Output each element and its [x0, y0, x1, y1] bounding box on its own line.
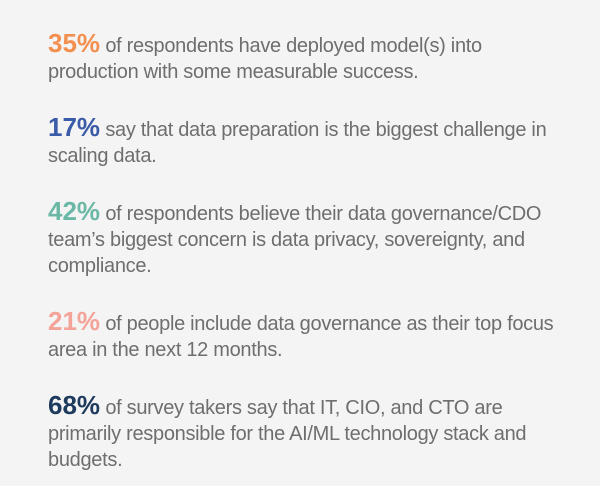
stat-value: 42% [48, 196, 101, 226]
stat-value: 68% [48, 390, 101, 420]
stat-value: 17% [48, 112, 101, 142]
stat-item: 42% of respondents believe their data go… [48, 198, 560, 279]
stat-item: 68% of survey takers say that IT, CIO, a… [48, 392, 560, 473]
stat-item: 21% of people include data governance as… [48, 308, 560, 363]
stat-text: of people include data governance as the… [48, 313, 554, 361]
stat-value: 21% [48, 306, 101, 336]
stat-text: of respondents have deployed model(s) in… [48, 35, 482, 83]
stat-item: 35% of respondents have deployed model(s… [48, 30, 560, 85]
stat-text: say that data preparation is the biggest… [48, 119, 547, 167]
stat-value: 35% [48, 28, 101, 58]
stat-item: 17% say that data preparation is the big… [48, 114, 560, 169]
stat-text: of survey takers say that IT, CIO, and C… [48, 397, 527, 471]
stat-text: of respondents believe their data govern… [48, 203, 542, 277]
